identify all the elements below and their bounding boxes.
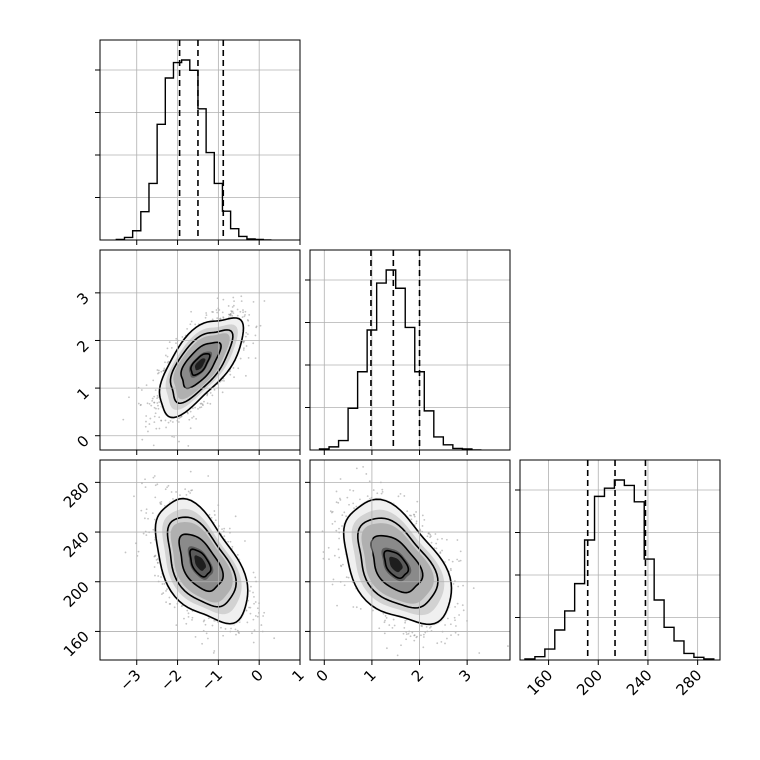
histogram-step [318, 269, 482, 450]
x-tick-label: 0 [248, 666, 267, 685]
cell-frame [99, 249, 301, 451]
cell-frame [309, 249, 511, 451]
contour-line [178, 533, 224, 593]
histogram-cell-0 [95, 39, 301, 241]
plot-cells [95, 39, 721, 665]
x-tick-label: −2 [157, 666, 185, 694]
cell-frame [99, 459, 301, 661]
joint-cell-0-1 [95, 249, 301, 451]
density-shade [389, 556, 403, 573]
density-shade [194, 358, 206, 371]
y-tick-label: 280 [60, 478, 93, 511]
y-tick-label: 1 [73, 384, 92, 403]
x-tick-label: 3 [455, 666, 474, 685]
contour-line [357, 517, 439, 609]
contour-line [189, 548, 212, 578]
histogram-cell-2 [515, 459, 721, 661]
y-tick-label: 240 [60, 528, 93, 561]
contour-line [158, 317, 245, 419]
histogram-step [524, 479, 715, 660]
contour-line [370, 534, 424, 594]
cell-frame [99, 39, 301, 241]
joint-cell-1-2 [305, 459, 511, 661]
x-tick-label: 280 [672, 666, 705, 699]
x-tick-label: 160 [523, 666, 556, 699]
y-tick-label: 3 [73, 289, 92, 308]
y-tick-label: 160 [60, 628, 93, 661]
contour-line [154, 497, 249, 625]
density-shade [194, 555, 206, 571]
x-tick-label: 200 [573, 666, 606, 699]
x-tick-label: 240 [623, 666, 656, 699]
contour-line [180, 341, 222, 390]
histogram-cell-1 [305, 249, 511, 451]
cell-frame [519, 459, 721, 661]
contour-line [190, 352, 211, 377]
y-tick-label: 200 [60, 578, 93, 611]
contour-line [342, 498, 453, 626]
contour-line [169, 329, 234, 405]
histogram-step [115, 59, 272, 240]
x-tick-label: 0 [313, 666, 332, 685]
x-tick-label: 2 [408, 666, 427, 685]
x-tick-label: 1 [288, 666, 307, 685]
x-tick-label: −1 [198, 666, 226, 694]
x-tick-label: −3 [116, 666, 144, 694]
y-tick-label: 2 [73, 337, 92, 356]
x-tick-label: 1 [360, 666, 379, 685]
contour-line [166, 516, 237, 608]
joint-cell-0-2 [95, 459, 301, 661]
cell-frame [309, 459, 511, 661]
contour-line [383, 549, 410, 580]
y-tick-label: 0 [73, 432, 92, 451]
